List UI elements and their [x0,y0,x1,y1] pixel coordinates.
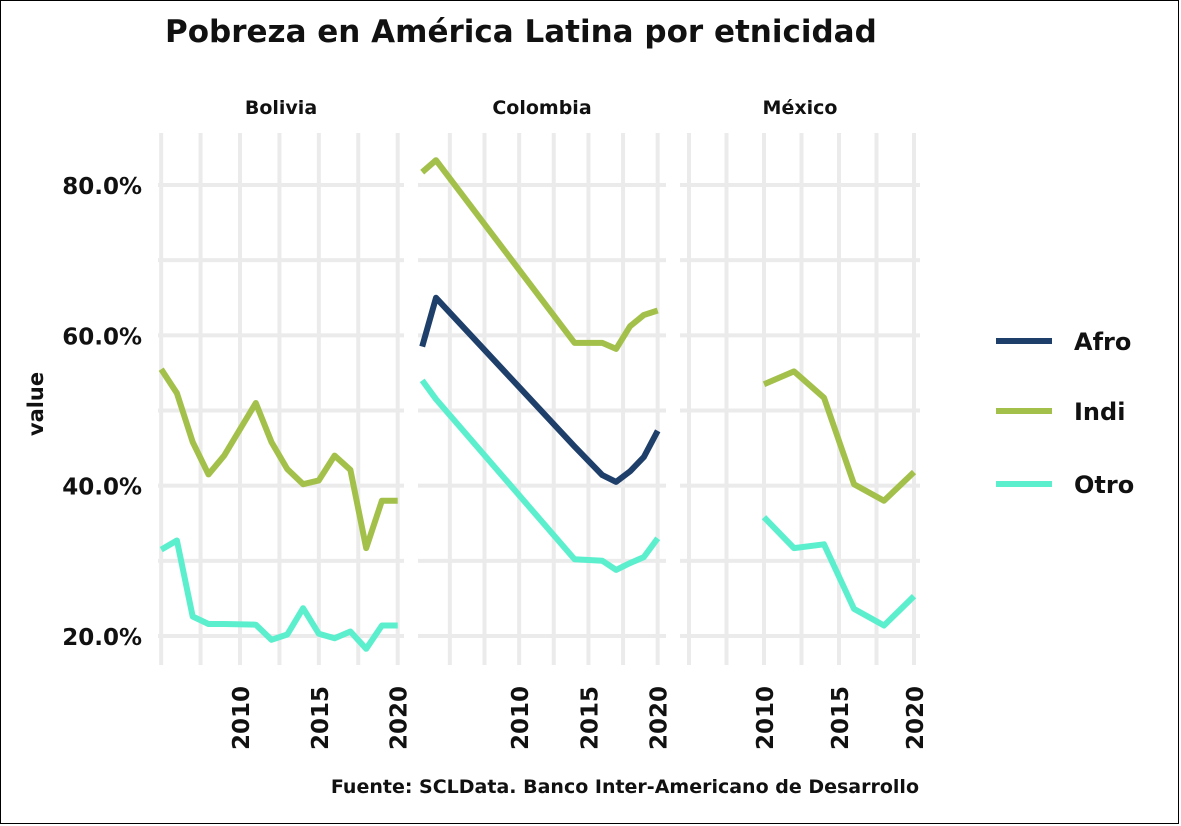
x-tick-label: 2010 [753,686,779,750]
x-tick-label: 2010 [229,686,255,750]
series-line-otro [159,537,398,652]
y-tick-label: 80.0% [62,174,142,200]
x-tick-label: 2015 [308,686,334,750]
y-tick-label: 20.0% [62,625,142,651]
panel-strip-title: Bolivia [245,97,317,119]
y-tick-label: 60.0% [62,324,142,350]
x-tick-label: 2020 [387,686,413,750]
series-line-otro [761,515,917,629]
series-line-indi [762,368,917,504]
panel-strip-title: Colombia [492,97,591,119]
chart-title: Pobreza en América Latina por etnicidad [165,14,877,50]
x-tick-label: 2010 [508,686,534,750]
legend-label-indi: Indi [1074,398,1125,426]
panel-strip-title: México [763,97,838,119]
x-tick-label: 2020 [903,686,929,750]
y-axis-label: value [24,372,48,436]
series-line-otro [419,378,661,573]
series-line-indi [420,157,659,352]
x-tick-label: 2015 [828,686,854,750]
x-tick-label: 2015 [577,686,603,750]
legend-label-afro: Afro [1074,328,1131,356]
series-line-indi [158,367,398,552]
legend-label-otro: Otro [1074,471,1134,499]
x-tick-label: 2020 [647,686,673,750]
chart-caption: Fuente: SCLData. Banco Inter-Americano d… [330,776,919,798]
series-line-afro [419,294,661,485]
y-tick-label: 40.0% [62,475,142,501]
